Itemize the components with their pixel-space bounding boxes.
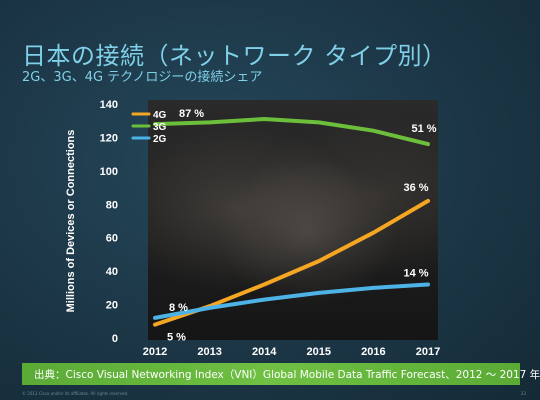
x-tick-label: 2015 [307,346,331,358]
data-label: 14 % [403,268,428,280]
x-tick-label: 2014 [252,346,277,358]
chart-annotations: 87 % 51 % 36 % 14 % 8 % 5 % [167,108,437,344]
y-tick-label: 80 [106,199,118,211]
legend-label-2g: 2G [153,134,167,145]
y-tick-label: 40 [106,266,118,278]
data-label: 36 % [403,182,428,194]
x-tick-label: 2016 [361,346,385,358]
series-line-4g [153,198,430,327]
y-tick-label: 120 [100,132,118,144]
series-line-3g [153,117,430,147]
source-bar: 出典：Cisco Visual Networking Index（VNI）Glo… [22,363,540,385]
y-tick-label: 140 [100,99,118,111]
source-text: 出典：Cisco Visual Networking Index（VNI）Glo… [34,369,540,381]
y-tick-label: 100 [100,166,118,178]
x-tick-label: 2012 [143,346,167,358]
data-label: 5 % [167,332,186,344]
chart-lines [153,117,430,327]
y-tick-label: 0 [112,333,118,345]
page-number: 23 [520,391,526,396]
slide-title: 日本の接続（ネットワーク タイプ別） [22,42,447,70]
data-label: 8 % [169,302,188,314]
slide-subtitle: 2G、3G、4G テクノロジーの接続シェア [22,70,263,85]
data-label: 51 % [411,123,436,135]
legend-label-3g: 3G [153,122,167,133]
legend-label-4g: 4G [153,110,167,121]
copyright-text: © 2013 Cisco and/or its affiliates. All … [22,391,129,396]
x-tick-label: 2013 [197,346,221,358]
y-tick-label: 20 [106,300,118,312]
chart-axes: 0 20 40 60 80 100 120 140 2012 2013 2014 2015 2016 20… [65,99,440,358]
y-axis-label: Millions of Devices or Connections [65,130,77,313]
x-tick-label: 2017 [416,346,440,358]
y-tick-label: 60 [106,233,118,245]
background-photo [148,100,438,340]
series-line-2g [153,282,430,320]
data-label: 87 % [179,108,204,120]
